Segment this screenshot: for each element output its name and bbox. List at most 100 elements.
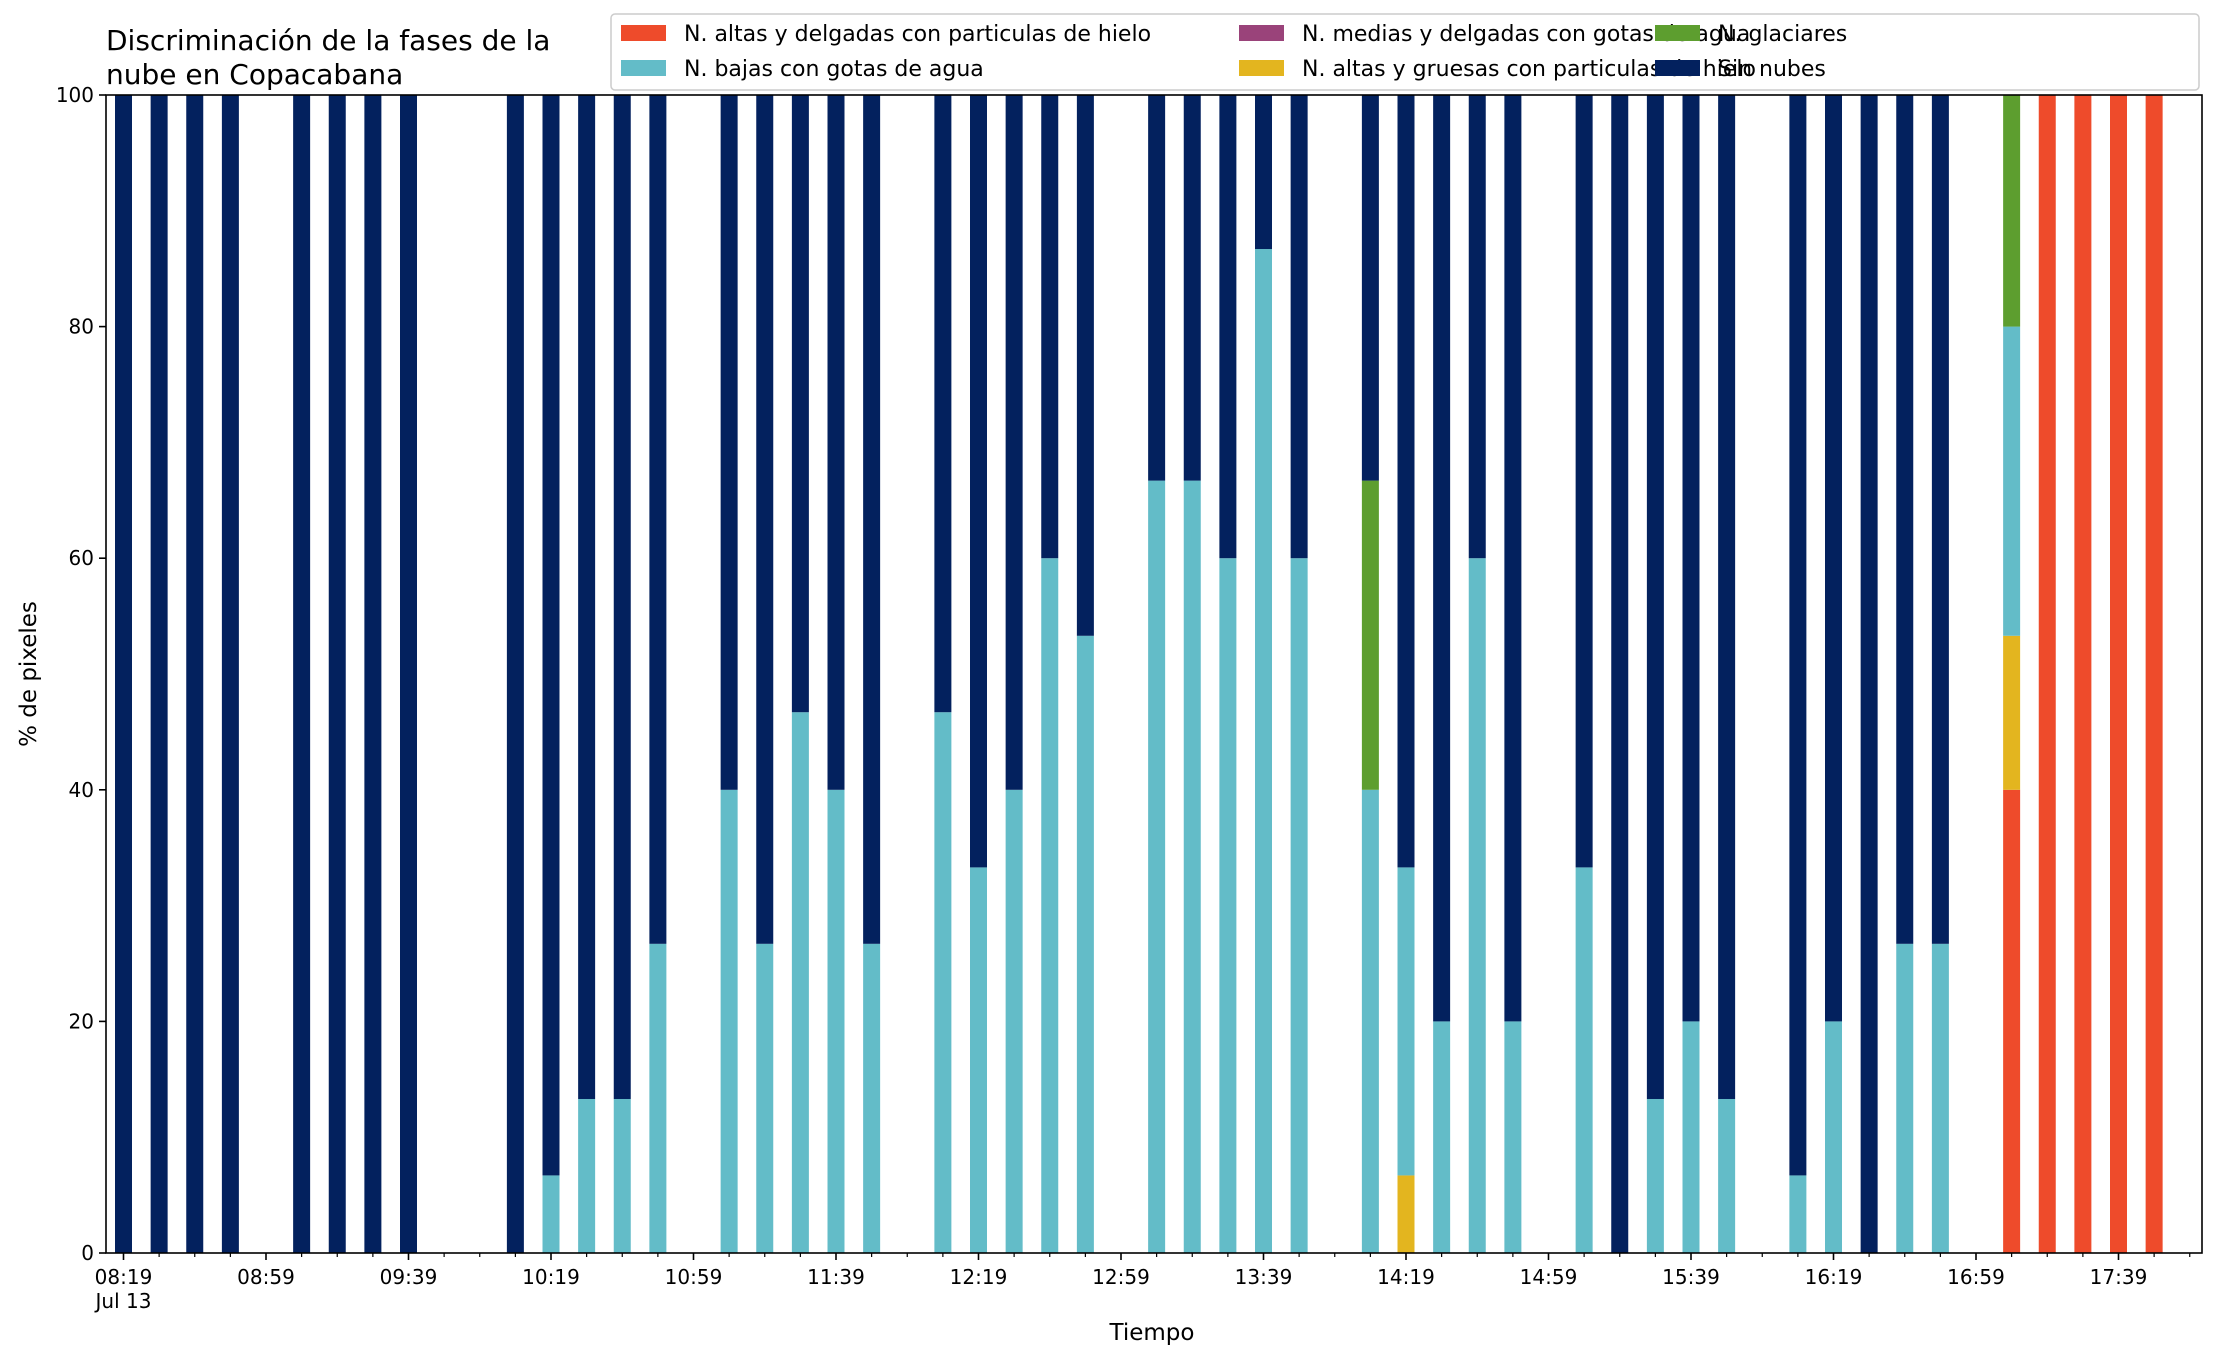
- bar-segment: [506, 95, 524, 1253]
- bar-segment: [1433, 95, 1451, 1022]
- bar-segment: [2145, 95, 2163, 1253]
- legend-swatch: [1239, 25, 1284, 41]
- bar-segment: [1041, 558, 1059, 1253]
- bar-segment: [720, 789, 738, 1253]
- x-tick-label: 12:19: [950, 1265, 1008, 1289]
- x-tick-label: 14:19: [1377, 1265, 1435, 1289]
- x-axis-label: Tiempo: [1109, 1320, 1195, 1346]
- x-tick-label: 16:59: [1947, 1265, 2005, 1289]
- bar-segment: [1005, 789, 1023, 1253]
- bar-segment: [328, 95, 346, 1253]
- x-tick-label: 14:59: [1520, 1265, 1578, 1289]
- bar-segment: [293, 95, 311, 1253]
- bar-segment: [364, 95, 382, 1253]
- bar-segment: [1219, 95, 1237, 559]
- y-tick-label: 80: [69, 315, 94, 339]
- chart-title-line-1: Discriminación de la fases de la: [106, 24, 550, 57]
- bar-segment: [1789, 1175, 1807, 1253]
- bar-segment: [1931, 95, 1949, 944]
- x-tick-label: 10:59: [665, 1265, 723, 1289]
- bar-segment: [1148, 95, 1166, 481]
- bar-segment: [1825, 95, 1842, 1022]
- y-tick-label: 0: [81, 1241, 94, 1265]
- bar-segment: [1468, 95, 1486, 559]
- bar-segment: [970, 95, 987, 868]
- bar-segment: [1361, 789, 1379, 1253]
- bar-segment: [221, 95, 239, 1253]
- bar-segment: [1504, 95, 1522, 1022]
- legend-swatch: [621, 60, 666, 76]
- y-tick-label: 40: [69, 778, 94, 802]
- bar-segment: [1076, 95, 1094, 636]
- bar-segment: [649, 95, 667, 944]
- bar-segment: [1361, 480, 1379, 790]
- y-tick-label: 20: [69, 1009, 94, 1033]
- bar-segment: [827, 95, 845, 790]
- legend-frame: [610, 13, 2200, 91]
- bar-segment: [1183, 95, 1201, 481]
- bar-segment: [400, 95, 417, 1253]
- bar-segment: [1575, 867, 1593, 1253]
- bar-segment: [1076, 635, 1094, 1253]
- bar-segment: [1575, 95, 1593, 868]
- bar-segment: [1896, 943, 1914, 1253]
- legend: N. altas y delgadas con particulas de hi…: [610, 13, 2200, 91]
- legend-swatch: [1239, 60, 1284, 76]
- bar-segment: [2038, 95, 2056, 1253]
- bar-segment: [1255, 249, 1272, 1253]
- bar-segment: [1183, 480, 1201, 1253]
- legend-label: N. bajas con gotas de agua: [684, 57, 984, 82]
- x-tick-label: 10:19: [522, 1265, 580, 1289]
- bar-segment: [1718, 1098, 1736, 1253]
- y-axis: 0 20 40 60 80 100: [56, 83, 106, 1265]
- bar-segment: [1789, 95, 1807, 1176]
- bar-segment: [1931, 943, 1949, 1253]
- bar-segment: [863, 95, 881, 944]
- bar-segment: [1361, 95, 1379, 481]
- bar-segment: [1005, 95, 1023, 790]
- bar-segment: [2003, 326, 2021, 636]
- bar-segment: [756, 943, 774, 1253]
- legend-label: N. altas y delgadas con particulas de hi…: [684, 22, 1151, 47]
- x-tick-label: 17:39: [2090, 1265, 2148, 1289]
- bar-segment: [1718, 95, 1736, 1099]
- bar-segment: [1255, 95, 1272, 250]
- y-tick-label: 60: [69, 546, 94, 570]
- bar-segment: [542, 1175, 560, 1253]
- bar-segment: [1682, 95, 1700, 1022]
- bar-segment: [1860, 95, 1878, 1253]
- bar-segment: [1290, 558, 1308, 1253]
- bar-segment: [1397, 1175, 1415, 1253]
- bar-segment: [578, 1098, 596, 1253]
- bar-segment: [827, 789, 845, 1253]
- bar-segment: [1646, 95, 1664, 1099]
- bar-segment: [613, 1098, 631, 1253]
- bar-segment: [649, 943, 667, 1253]
- bar-segment: [1468, 558, 1486, 1253]
- bar-segment: [613, 95, 631, 1099]
- bar-segment: [1433, 1021, 1451, 1253]
- bar-segment: [1682, 1021, 1700, 1253]
- legend-swatch: [621, 25, 666, 41]
- bar-segment: [1290, 95, 1308, 559]
- x-tick-sublabel: Jul 13: [94, 1289, 152, 1313]
- bar-segment: [720, 95, 738, 790]
- x-tick-label: 15:39: [1662, 1265, 1720, 1289]
- bars-layer: [115, 95, 2163, 1253]
- x-tick-label: 09:39: [380, 1265, 438, 1289]
- bar-segment: [1504, 1021, 1522, 1253]
- bar-segment: [2003, 95, 2021, 327]
- y-tick-label: 100: [56, 83, 94, 107]
- bar-segment: [2074, 95, 2092, 1253]
- x-tick-label: 08:19: [95, 1265, 153, 1289]
- bar-segment: [542, 95, 560, 1176]
- plot-frame: [105, 94, 2203, 1254]
- legend-label: Sin nubes: [1718, 57, 1826, 82]
- bar-segment: [756, 95, 774, 944]
- bar-segment: [186, 95, 204, 1253]
- legend-swatch: [1655, 25, 1700, 41]
- bar-segment: [2110, 95, 2127, 1253]
- chart-title-line-2: nube en Copacabana: [106, 58, 403, 91]
- bar-segment: [2003, 789, 2021, 1253]
